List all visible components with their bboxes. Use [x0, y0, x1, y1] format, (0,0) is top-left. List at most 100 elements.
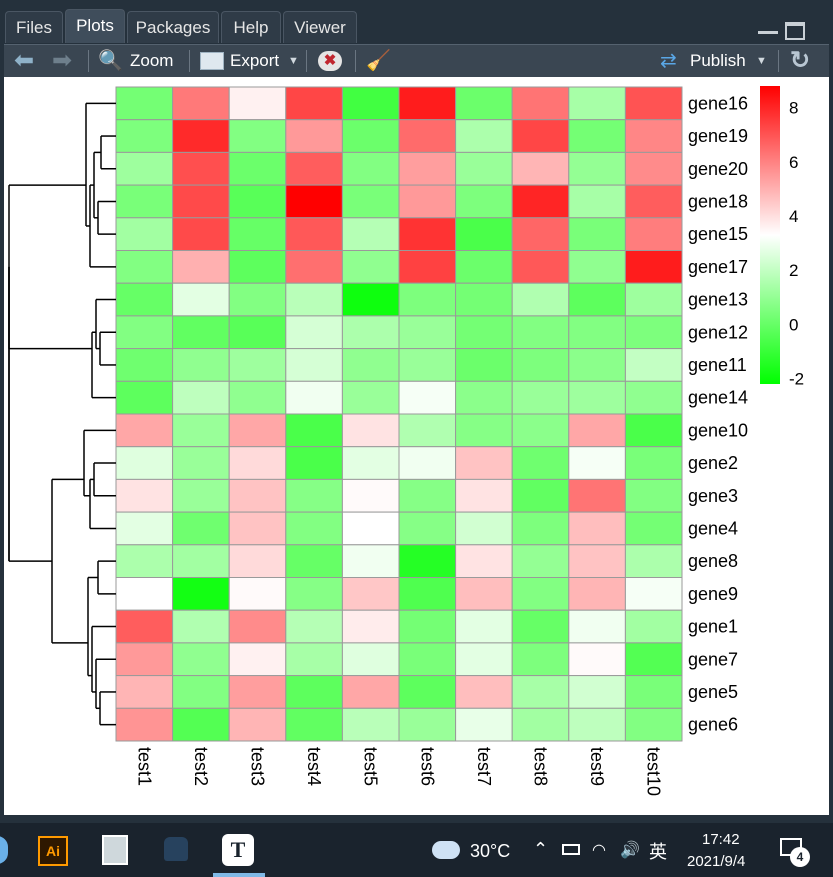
row-label: gene20	[688, 159, 748, 179]
tab-help[interactable]: Help	[221, 11, 281, 43]
heatmap-cell	[341, 707, 400, 742]
wifi-icon[interactable]: ◠	[592, 842, 606, 859]
heatmap-cell	[455, 707, 513, 742]
row-label: gene19	[688, 126, 748, 146]
heatmap-cell	[341, 315, 400, 350]
speaker-icon[interactable]: 🔊	[620, 842, 640, 859]
row-label: gene4	[688, 518, 738, 538]
heatmap-cell	[228, 315, 287, 350]
zoom-icon[interactable]: 🔍	[98, 50, 123, 72]
heatmap-cell	[568, 707, 626, 742]
publish-button[interactable]: Publish	[690, 51, 746, 70]
tray-chevron-up-icon[interactable]: ⌃	[533, 839, 549, 859]
tab-files[interactable]: Files	[5, 11, 63, 43]
heatmap-cell	[455, 250, 513, 284]
clock-time[interactable]: 17:42	[702, 831, 740, 848]
export-button[interactable]: Export	[230, 51, 280, 70]
heatmap-cell	[511, 282, 570, 317]
back-arrow-icon[interactable]: ⬅	[14, 47, 35, 74]
heatmap-cell	[341, 446, 400, 480]
heatmap-cell	[228, 446, 287, 480]
remove-plot-icon[interactable]: ✖	[318, 51, 342, 71]
export-dropdown-icon[interactable]: ▼	[288, 55, 299, 67]
heatmap-cell	[285, 413, 343, 448]
heatmap-cell	[172, 511, 230, 546]
temperature-text[interactable]: 30°C	[470, 841, 511, 861]
heatmap-cell	[115, 380, 174, 415]
heatmap-cell	[172, 151, 230, 186]
row-label: gene18	[688, 191, 748, 211]
heatmap-cell	[285, 86, 343, 121]
row-label: gene12	[688, 322, 748, 342]
export-image-icon[interactable]	[200, 52, 224, 70]
heatmap-cell	[624, 282, 683, 317]
heatmap-cell	[115, 478, 174, 513]
tab-packages[interactable]: Packages	[127, 11, 219, 43]
heatmap-cell	[624, 348, 683, 382]
heatmap-cell	[285, 119, 343, 153]
typora-app-icon[interactable]: T	[222, 834, 254, 866]
heatmap-cell	[398, 184, 457, 219]
heatmap-cell	[398, 151, 457, 186]
heatmap-cell	[115, 348, 174, 382]
heatmap-cell	[341, 511, 400, 546]
notification-count-badge[interactable]: 4	[790, 847, 810, 867]
heatmap-cell	[341, 413, 400, 448]
row-label: gene9	[688, 584, 738, 604]
refresh-icon[interactable]: ↻	[790, 47, 811, 74]
heatmap-cell	[341, 119, 400, 153]
battery-icon[interactable]	[562, 844, 580, 855]
heatmap-cell	[511, 511, 570, 546]
minimize-icon[interactable]	[758, 28, 778, 34]
column-label: test8	[531, 747, 551, 786]
start-orb-icon[interactable]	[0, 836, 8, 864]
broom-clear-icon[interactable]: 🧹	[366, 50, 391, 72]
tab-plots[interactable]: Plots	[65, 9, 125, 43]
forward-arrow-icon[interactable]: ➡	[52, 47, 73, 74]
heatmap-cell	[172, 544, 230, 578]
heatmap-cell	[285, 707, 343, 742]
heatmap-cell	[285, 315, 343, 350]
heatmap-cell	[398, 577, 457, 611]
plots-toolbar: ⬅ ➡ 🔍 Zoom Export ▼ ✖ 🧹 ⇄ Publish ▼ ↻	[4, 44, 829, 77]
heatmap-cell	[511, 217, 570, 252]
heatmap-cell	[115, 315, 174, 350]
publish-dropdown-icon[interactable]: ▼	[756, 55, 767, 67]
heatmap-cell	[398, 348, 457, 382]
heatmap-cell	[568, 86, 626, 121]
heatmap-cell	[285, 380, 343, 415]
heatmap-cell	[624, 380, 683, 415]
heatmap-cell	[285, 282, 343, 317]
heatmap-cell	[511, 675, 570, 709]
heatmap-cell	[228, 348, 287, 382]
cloud-weather-icon[interactable]	[432, 841, 460, 859]
row-label: gene11	[688, 355, 747, 375]
heatmap-cell	[398, 86, 457, 121]
legend-tick-label: 4	[789, 207, 798, 226]
heatmap-cell	[511, 250, 570, 284]
heatmap-cell	[228, 151, 287, 186]
heatmap-cell	[624, 119, 683, 153]
heatmap-cell	[398, 511, 457, 546]
heatmap-cell	[341, 282, 400, 317]
cat-app-icon[interactable]	[164, 837, 188, 861]
heatmap-cell	[624, 151, 683, 186]
column-label: test7	[474, 747, 494, 786]
heatmap-cell	[172, 217, 230, 252]
heatmap-cell	[172, 315, 230, 350]
row-label: gene13	[688, 290, 748, 310]
plot-area: gene16 gene19 gene20 gene18 gene15 gene17 gene…	[4, 77, 829, 815]
heatmap-cell	[115, 119, 174, 153]
illustrator-app-icon[interactable]: Ai	[38, 836, 68, 866]
clock-date[interactable]: 2021/9/4	[687, 853, 746, 870]
tab-viewer[interactable]: Viewer	[283, 11, 357, 43]
heatmap-cell	[228, 577, 287, 611]
calculator-app-icon[interactable]	[102, 835, 128, 865]
heatmap-cell	[568, 577, 626, 611]
zoom-button[interactable]: Zoom	[130, 51, 174, 70]
publish-icon[interactable]: ⇄	[660, 50, 677, 72]
heatmap-cell	[228, 184, 287, 219]
maximize-icon[interactable]	[785, 22, 805, 40]
heatmap-cell	[228, 413, 287, 448]
input-method-indicator[interactable]: 英	[649, 842, 667, 862]
